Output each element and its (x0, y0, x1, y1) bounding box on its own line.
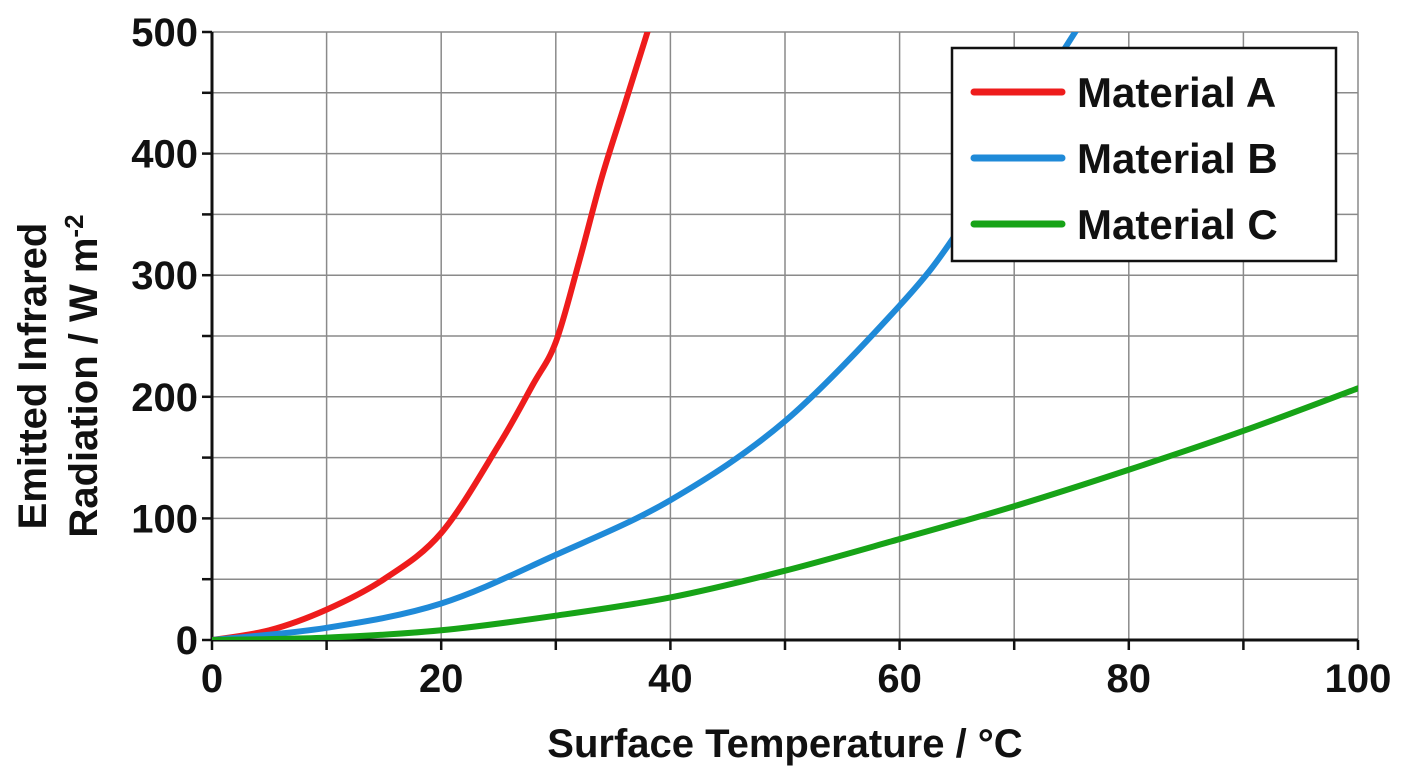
tick-labels: 0 20 40 60 80 100 0 100 200 300 400 500 (131, 11, 1391, 701)
x-tick-label: 40 (648, 657, 693, 701)
x-tick-label: 80 (1107, 657, 1152, 701)
legend-label-material-c: Material C (1077, 201, 1278, 248)
x-axis-title: Surface Temperature / °C (547, 722, 1022, 766)
y-axis-title-superscript: -2 (59, 214, 89, 237)
y-axis-title-line2-main: Radiation / W m (62, 238, 106, 538)
y-tick-label: 500 (131, 11, 198, 55)
legend: Material A Material B Material C (950, 46, 1338, 263)
y-tick-label: 400 (131, 133, 198, 177)
x-tick-label: 20 (419, 657, 464, 701)
y-tick-label: 0 (176, 619, 198, 663)
y-axis-title: Emitted Infrared Radiation / W m-2 (11, 214, 106, 537)
x-tick-label: 60 (877, 657, 922, 701)
legend-label-material-a: Material A (1077, 69, 1276, 116)
y-axis-title-line2: Radiation / W m-2 (59, 214, 106, 537)
series-line-material-c (212, 385, 1358, 640)
series-line-material-a (212, 32, 651, 640)
y-tick-label: 300 (131, 254, 198, 298)
y-axis-title-line1: Emitted Infrared (11, 223, 55, 530)
x-tick-label: 0 (201, 657, 223, 701)
x-tick-label: 100 (1325, 657, 1392, 701)
legend-label-material-b: Material B (1077, 135, 1278, 182)
y-tick-label: 100 (131, 497, 198, 541)
y-tick-label: 200 (131, 376, 198, 420)
axes (202, 30, 1360, 650)
